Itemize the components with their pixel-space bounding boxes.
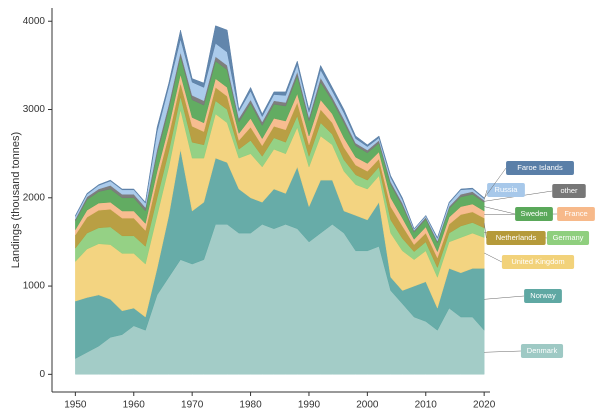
x-tick-label: 2000: [356, 400, 379, 411]
label-box: [506, 161, 574, 175]
label-box: [546, 231, 590, 245]
series-label: France: [564, 209, 587, 218]
label-box: [520, 344, 564, 358]
label-box: [515, 207, 553, 221]
connector: [483, 222, 487, 239]
series-label: Russia: [495, 185, 519, 194]
x-tick-label: 1980: [239, 400, 262, 411]
x-tick-label: 1990: [298, 400, 321, 411]
x-tick-label: 2020: [473, 400, 496, 411]
y-axis-label: Landings (thousand tonnes): [10, 132, 22, 268]
y-tick-label: 2000: [23, 192, 46, 203]
label-box: [524, 289, 562, 303]
x-tick-label: 2010: [415, 400, 438, 411]
series-label: Denmark: [527, 346, 558, 355]
label-box: [487, 183, 525, 197]
series-label: Sweden: [520, 209, 547, 218]
connector: [483, 167, 507, 199]
y-tick-label: 4000: [23, 16, 46, 27]
connector: [484, 350, 521, 353]
y-tick-label: 0: [39, 369, 45, 380]
x-tick-label: 1970: [181, 400, 204, 411]
label-box: [486, 231, 546, 245]
y-tick-label: 3000: [23, 104, 46, 115]
label-box: [552, 184, 586, 198]
label-box: [557, 207, 595, 221]
connector: [484, 295, 525, 300]
label-box: [501, 255, 575, 269]
series-label: Faroe Islands: [517, 163, 563, 172]
series-label: Netherlands: [496, 233, 537, 242]
x-tick-label: 1950: [64, 400, 87, 411]
connector: [484, 206, 516, 215]
series-label: United Kingdom: [511, 257, 564, 266]
connector: [484, 252, 503, 263]
y-tick-label: 1000: [23, 281, 46, 292]
series-label: Norway: [530, 291, 556, 300]
x-tick-label: 1960: [123, 400, 146, 411]
series-label: other: [560, 186, 578, 195]
series-label: Germany: [553, 233, 584, 242]
